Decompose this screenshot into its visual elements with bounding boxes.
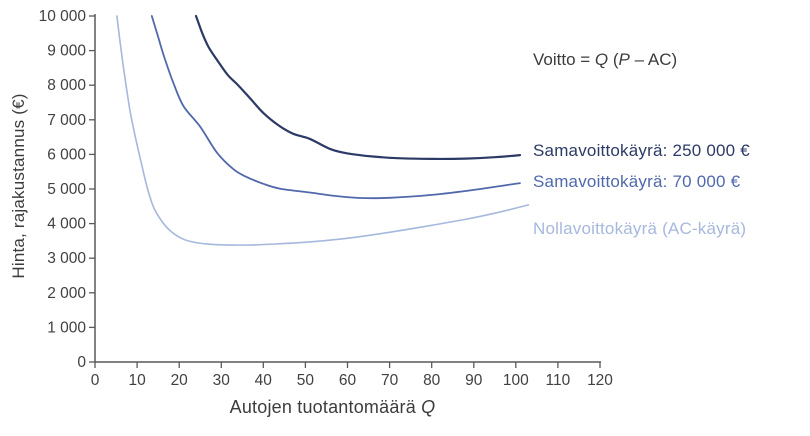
label-text: Autojen tuotantomäärä: [229, 397, 422, 417]
y-tick-label: 5 000: [47, 181, 86, 198]
x-axis-label: Autojen tuotantomäärä Q: [95, 397, 570, 418]
x-tick-label: 90: [465, 372, 483, 389]
x-tick-label: 10: [128, 372, 146, 389]
x-tick-label: 110: [546, 372, 571, 389]
variable-symbol: Q: [594, 50, 609, 69]
x-tick-label: 60: [339, 372, 357, 389]
variable-symbol: Q: [421, 397, 436, 417]
series-curve-1: [150, 15, 521, 200]
y-tick-label: 10 000: [39, 8, 87, 25]
y-tick-label: 8 000: [47, 77, 86, 94]
y-tick-label: 9 000: [47, 43, 86, 60]
label-text: – AC): [629, 50, 678, 69]
series-curve-0: [194, 14, 522, 161]
y-tick-label: 1 000: [47, 319, 86, 336]
variable-symbol: P: [618, 50, 630, 69]
y-tick-label: 7 000: [47, 112, 86, 129]
profit-formula-annotation: Voitto = Q (P – AC): [533, 50, 677, 70]
legend-label-isoprofit-250000: Samavoittokäyrä: 250 000 €: [533, 141, 750, 160]
legend-label-isoprofit-70000: Samavoittokäyrä: 70 000 €: [533, 172, 741, 191]
label-text: (: [608, 50, 619, 69]
x-tick-label: 20: [171, 372, 189, 389]
x-tick-label: 120: [587, 372, 613, 389]
series-curve-2: [116, 15, 530, 246]
label-text: Voitto =: [533, 50, 595, 69]
x-tick-label: 30: [213, 372, 231, 389]
x-tick-label: 40: [255, 372, 273, 389]
x-tick-label: 50: [297, 372, 315, 389]
x-tick-label: 100: [503, 372, 529, 389]
y-tick-label: 2 000: [47, 285, 86, 302]
y-tick-label: 4 000: [47, 216, 86, 233]
x-tick-label: 70: [381, 372, 399, 389]
y-axis-label: Hinta, rajakustannus (€): [9, 93, 28, 279]
legend-label-zero-profit-ac: Nollavoittokäyrä (AC-käyrä): [533, 219, 747, 238]
x-tick-label: 80: [423, 372, 441, 389]
y-tick-label: 0: [77, 354, 86, 371]
x-tick-label: 0: [91, 372, 100, 389]
y-tick-label: 3 000: [47, 250, 86, 267]
y-tick-label: 6 000: [47, 146, 86, 163]
